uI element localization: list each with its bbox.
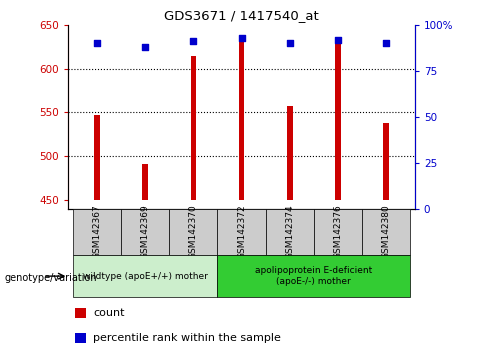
Text: GSM142374: GSM142374 <box>285 205 294 259</box>
Point <box>189 39 197 44</box>
FancyBboxPatch shape <box>73 255 218 297</box>
Text: wildtype (apoE+/+) mother: wildtype (apoE+/+) mother <box>83 272 208 281</box>
FancyBboxPatch shape <box>265 209 314 255</box>
Point <box>93 40 101 46</box>
Bar <box>190 56 196 200</box>
Point <box>286 40 294 46</box>
FancyBboxPatch shape <box>362 209 410 255</box>
Text: percentile rank within the sample: percentile rank within the sample <box>93 333 281 343</box>
Bar <box>287 106 293 200</box>
FancyBboxPatch shape <box>218 209 265 255</box>
Point <box>238 35 245 40</box>
Text: count: count <box>93 308 124 318</box>
Bar <box>383 123 389 200</box>
Bar <box>335 44 341 200</box>
FancyBboxPatch shape <box>121 209 169 255</box>
Point <box>142 44 149 50</box>
Text: GSM142380: GSM142380 <box>382 205 390 259</box>
Point <box>382 40 390 46</box>
Title: GDS3671 / 1417540_at: GDS3671 / 1417540_at <box>164 9 319 22</box>
Text: GSM142376: GSM142376 <box>333 205 342 259</box>
Bar <box>142 164 148 200</box>
Text: GSM142372: GSM142372 <box>237 205 246 259</box>
Bar <box>75 333 86 343</box>
FancyBboxPatch shape <box>314 209 362 255</box>
Text: genotype/variation: genotype/variation <box>5 273 98 283</box>
Point <box>334 37 342 42</box>
Bar <box>75 308 86 318</box>
Text: GSM142369: GSM142369 <box>141 205 150 259</box>
Text: apolipoprotein E-deficient
(apoE-/-) mother: apolipoprotein E-deficient (apoE-/-) mot… <box>255 267 372 286</box>
Text: GSM142367: GSM142367 <box>93 205 102 259</box>
FancyBboxPatch shape <box>169 209 218 255</box>
FancyBboxPatch shape <box>73 209 121 255</box>
Bar <box>94 115 100 200</box>
Bar <box>239 35 244 200</box>
Text: GSM142370: GSM142370 <box>189 205 198 259</box>
FancyBboxPatch shape <box>218 255 410 297</box>
